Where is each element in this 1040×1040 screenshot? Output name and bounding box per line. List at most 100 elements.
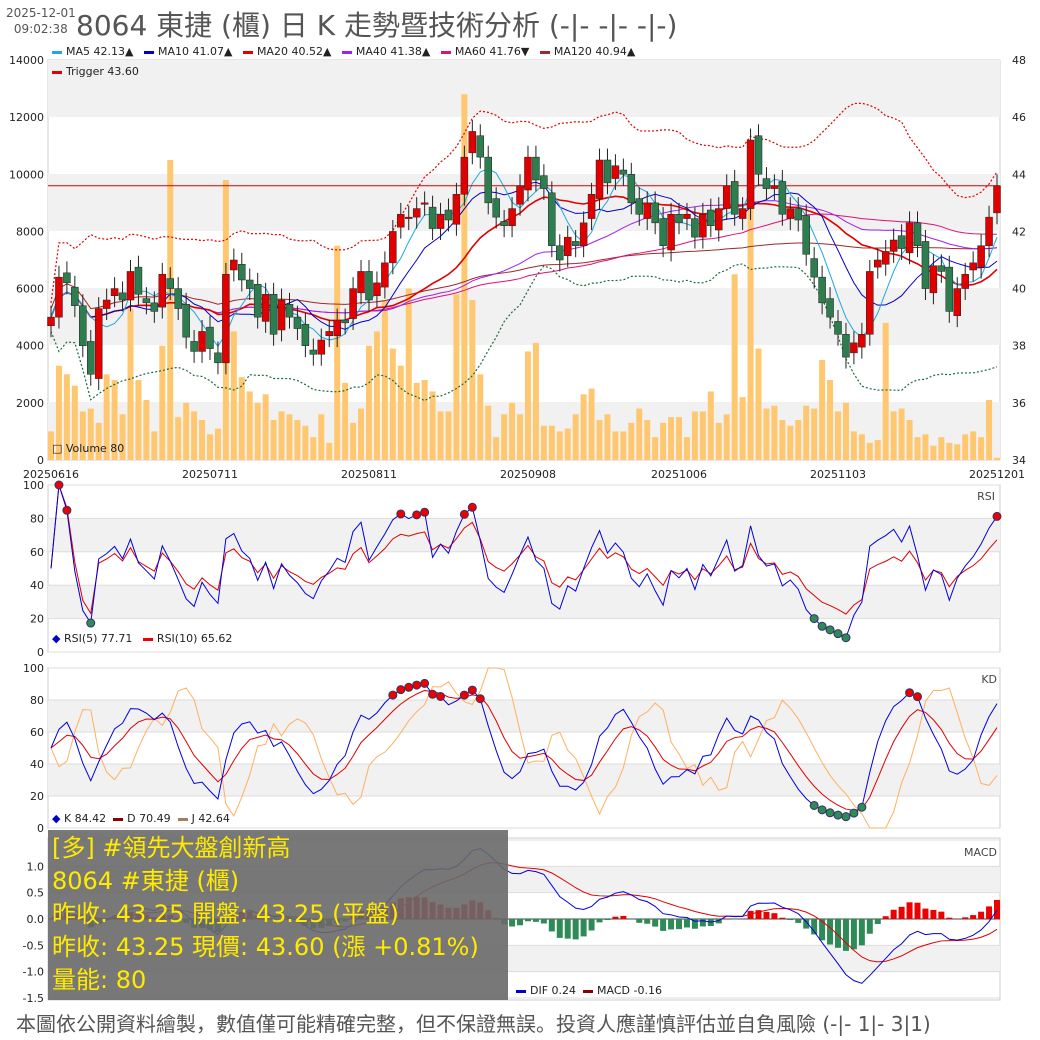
candle bbox=[937, 265, 946, 272]
volume-bar bbox=[55, 365, 62, 460]
macd-histogram-bar bbox=[874, 919, 881, 924]
macd-histogram-bar bbox=[922, 908, 929, 919]
open-line: 昨收: 43.25 開盤: 43.25 (平盤) bbox=[52, 900, 399, 928]
volume-bar bbox=[191, 411, 198, 460]
volume-bar bbox=[373, 331, 380, 460]
legend-trigger-label: Trigger 43.60 bbox=[66, 65, 139, 78]
candle bbox=[166, 278, 174, 289]
macd-label: MACD -0.16 bbox=[597, 984, 662, 997]
volume-bar bbox=[962, 434, 969, 460]
macd-histogram-bar bbox=[620, 915, 627, 919]
volume-bar bbox=[986, 400, 993, 460]
candle bbox=[452, 194, 461, 225]
volume-bar bbox=[898, 408, 905, 460]
macd-histogram-bar bbox=[890, 909, 897, 919]
candle bbox=[301, 324, 310, 346]
macd-histogram-bar bbox=[556, 919, 563, 938]
volume-bar bbox=[882, 322, 889, 460]
kd-signal-dot bbox=[467, 685, 477, 695]
macd-histogram-bar bbox=[604, 919, 611, 921]
macd-histogram-bar bbox=[572, 919, 579, 940]
candle bbox=[953, 288, 962, 316]
date-tick: 20251201 bbox=[969, 468, 1025, 481]
candle bbox=[102, 299, 111, 309]
kd-signal-dot bbox=[396, 685, 406, 695]
kd-band bbox=[48, 700, 1000, 732]
volume-tick: 2000 bbox=[16, 397, 44, 410]
volume-bar bbox=[103, 374, 110, 460]
volume-bar bbox=[493, 437, 500, 460]
volume-bar bbox=[302, 425, 309, 460]
volume-line: 量能: 80 bbox=[52, 966, 147, 994]
candle bbox=[436, 214, 445, 229]
price-tick: 44 bbox=[1012, 168, 1026, 181]
candle bbox=[277, 299, 286, 331]
volume-bar bbox=[270, 420, 277, 460]
rsi-signal-dot bbox=[86, 618, 96, 628]
macd-histogram-bar bbox=[580, 919, 587, 937]
rsi-panel bbox=[47, 484, 1001, 653]
macd-histogram-bar bbox=[803, 919, 810, 929]
candle bbox=[94, 308, 103, 379]
kd-signal-dot bbox=[833, 810, 843, 820]
kd-signal-dot bbox=[404, 682, 414, 692]
candle bbox=[675, 214, 683, 224]
signal-overlay: [多] #領先大盤創新高 8064 #東捷 (櫃) 昨收: 43.25 開盤: … bbox=[48, 830, 508, 1000]
volume-bar bbox=[906, 420, 913, 460]
candle bbox=[341, 319, 349, 324]
macd-histogram-bar bbox=[811, 919, 818, 935]
macd-histogram-bar bbox=[850, 919, 857, 950]
kd-signal-dot bbox=[841, 812, 851, 822]
legend-volume-label: Volume 80 bbox=[65, 442, 125, 455]
price-line: 昨收: 43.25 現價: 43.60 (漲 +0.81%) bbox=[52, 933, 479, 961]
volume-bar bbox=[214, 428, 221, 460]
candle bbox=[802, 215, 810, 255]
volume-bar bbox=[79, 411, 86, 460]
candle bbox=[214, 352, 222, 364]
rsi-signal-dot bbox=[467, 502, 477, 512]
candle bbox=[325, 331, 333, 336]
volume-bar bbox=[596, 420, 603, 460]
volume-bar bbox=[612, 431, 619, 460]
volume-bar bbox=[358, 408, 365, 460]
candle bbox=[150, 302, 159, 312]
j-label: J 42.64 bbox=[191, 812, 230, 825]
volume-bar bbox=[604, 414, 611, 460]
ma120-line bbox=[50, 242, 998, 310]
volume-bar bbox=[835, 411, 842, 460]
candle bbox=[897, 235, 906, 249]
disclaimer: 本圖依公開資料繪製，數值僅可能精確完整，但不保證無誤。投資人應謹慎評估並自負風險… bbox=[16, 1012, 931, 1036]
volume-bar bbox=[588, 388, 595, 460]
rsi-signal-dot bbox=[817, 621, 827, 631]
volume-bar bbox=[572, 414, 579, 460]
volume-tick: 14000 bbox=[9, 54, 44, 67]
volume-bar bbox=[755, 348, 762, 460]
legend-ma20-label: MA20 40.52▲ bbox=[256, 45, 332, 58]
ma10-line bbox=[50, 181, 998, 330]
candle bbox=[253, 284, 262, 318]
kd-signal-dot bbox=[388, 690, 398, 700]
volume-tick: 6000 bbox=[16, 283, 44, 296]
candle bbox=[532, 156, 540, 181]
legend-ma10: MA10 41.07▲ bbox=[143, 45, 232, 58]
volume-bar bbox=[167, 160, 174, 460]
candle bbox=[285, 304, 294, 318]
volume-bar bbox=[206, 434, 213, 460]
rsi-tick: 40 bbox=[30, 579, 44, 592]
volume-bar bbox=[437, 411, 444, 460]
rsi-panel-label: RSI bbox=[977, 490, 995, 503]
candle bbox=[754, 135, 763, 175]
macd-histogram-bar bbox=[946, 917, 953, 919]
volume-bar bbox=[87, 408, 94, 460]
price-tick: 46 bbox=[1012, 111, 1026, 124]
candle bbox=[222, 274, 230, 364]
volume-bar bbox=[405, 288, 412, 460]
candle bbox=[699, 214, 707, 238]
volume-bar bbox=[461, 94, 468, 461]
kd-signal-dot bbox=[412, 680, 422, 690]
candle bbox=[746, 139, 755, 209]
candle bbox=[715, 208, 723, 231]
macd-tick: -1.0 bbox=[23, 966, 44, 979]
volume-bar bbox=[620, 431, 627, 460]
